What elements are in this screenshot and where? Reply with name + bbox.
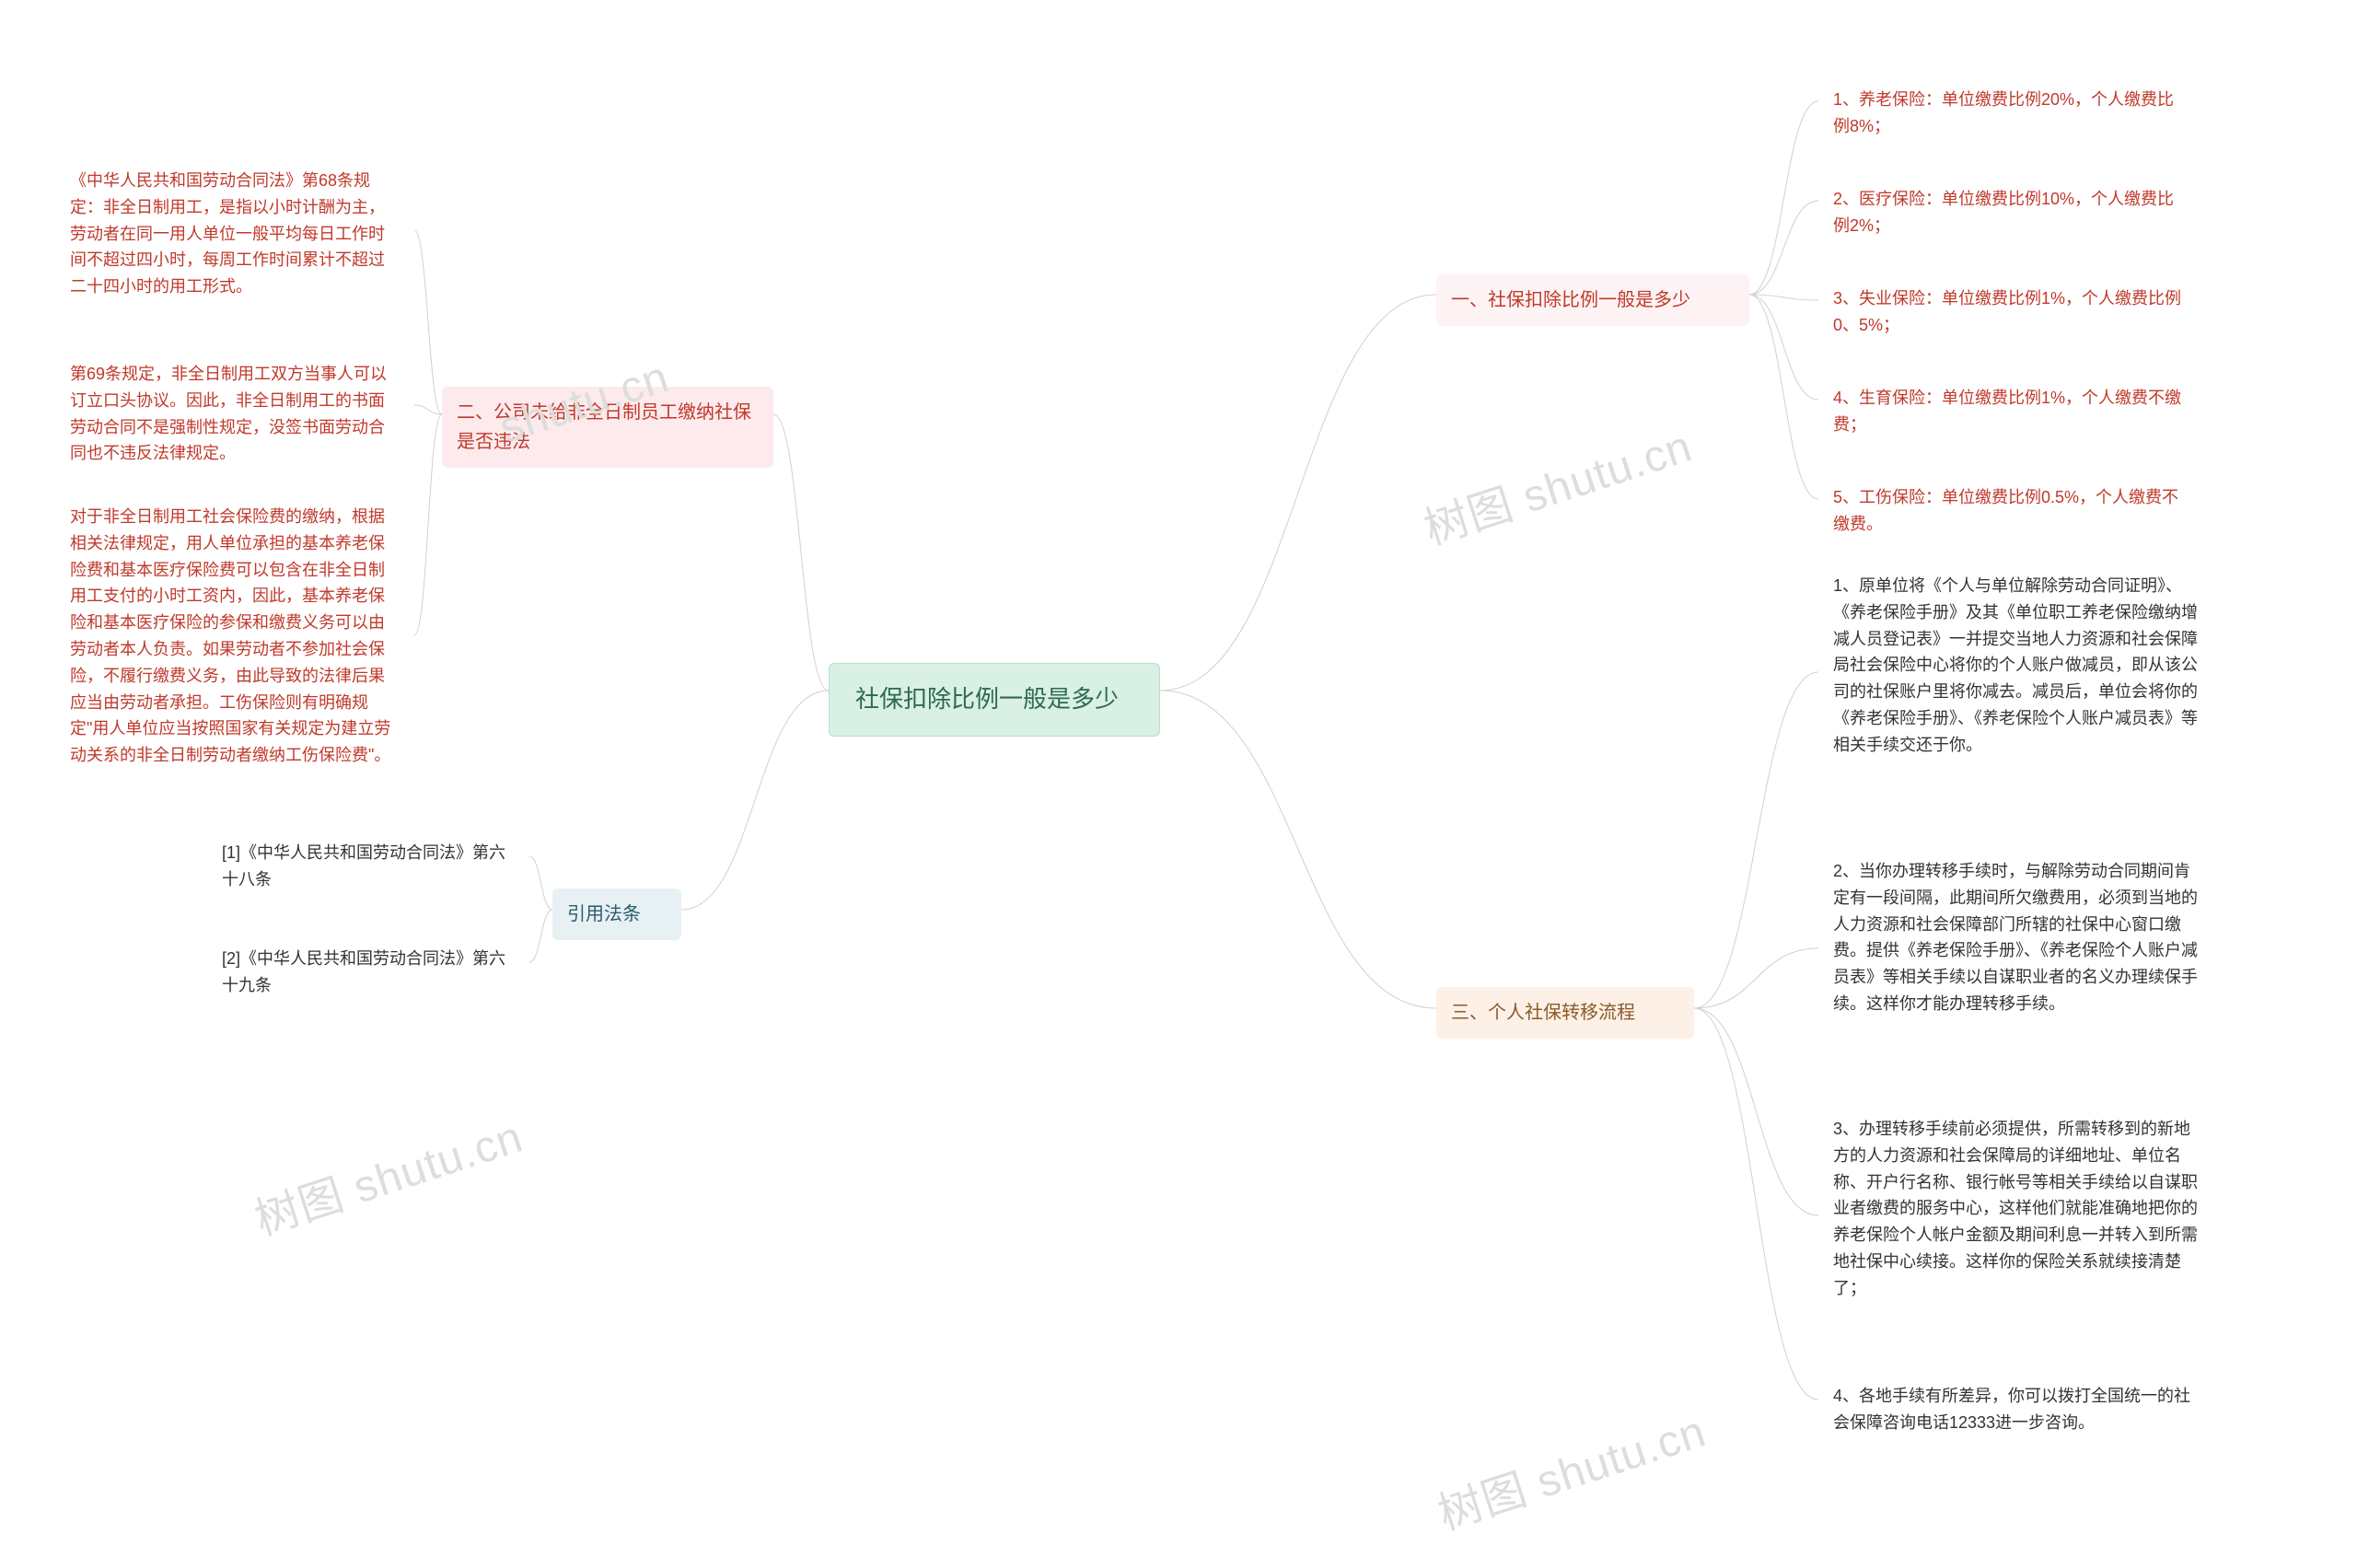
section-1-item: 4、生育保险：单位缴费比例1%，个人缴费不缴费； [1818, 374, 2205, 449]
connector-line [1694, 1008, 1818, 1400]
section-2-item: 《中华人民共和国劳动合同法》第68条规定：非全日制用工，是指以小时计酬为主，劳动… [55, 157, 414, 311]
connector-line [1749, 101, 1818, 295]
connector-line [773, 414, 829, 691]
connector-line [681, 691, 829, 910]
section-3-item: 2、当你办理转移手续时，与解除劳动合同期间肯定有一段间隔，此期间所欠缴费用，必须… [1818, 847, 2214, 1028]
watermark: 树图 shutu.cn [246, 1100, 530, 1248]
connector-line [1749, 201, 1818, 295]
connector-line [1749, 295, 1818, 300]
connector-line [414, 414, 442, 635]
section-1-node: 一、社保扣除比例一般是多少 [1436, 274, 1749, 326]
section-1-item: 1、养老保险：单位缴费比例20%，个人缴费比例8%； [1818, 75, 2205, 151]
section-4-node: 引用法条 [552, 889, 681, 940]
connector-line [1160, 691, 1436, 1008]
connector-line [1749, 295, 1818, 499]
connector-line [414, 405, 442, 414]
section-2-item: 第69条规定，非全日制用工双方当事人可以订立口头协议。因此，非全日制用工的书面劳… [55, 350, 414, 478]
watermark: 树图 shutu.cn [1429, 1395, 1713, 1542]
center-node: 社保扣除比例一般是多少 [829, 663, 1160, 737]
connector-line [1694, 672, 1818, 1008]
section-4-item: [2]《中华人民共和国劳动合同法》第六十九条 [207, 935, 529, 1010]
section-1-item: 5、工伤保险：单位缴费比例0.5%，个人缴费不缴费。 [1818, 473, 2205, 549]
section-3-item: 1、原单位将《个人与单位解除劳动合同证明》、《养老保险手册》及其《单位职工养老保… [1818, 562, 2214, 770]
connector-line [414, 230, 442, 414]
section-2-item: 对于非全日制用工社会保险费的缴纳，根据相关法律规定，用人单位承担的基本养老保险费… [55, 493, 414, 780]
connector-line [1160, 295, 1436, 691]
section-2-node: 二、公司未给非全日制员工缴纳社保是否违法 [442, 387, 773, 468]
connector-line [1694, 948, 1818, 1008]
section-3-item: 4、各地手续有所差异，你可以拨打全国统一的社会保障咨询电话12333进一步咨询。 [1818, 1372, 2214, 1447]
section-3-node: 三、个人社保转移流程 [1436, 987, 1694, 1039]
section-1-item: 2、医疗保险：单位缴费比例10%，个人缴费比例2%； [1818, 175, 2205, 250]
watermark: 树图 shutu.cn [1415, 410, 1700, 557]
connector-line [529, 856, 552, 910]
connector-line [1694, 1008, 1818, 1215]
connector-line [1749, 295, 1818, 400]
section-4-item: [1]《中华人民共和国劳动合同法》第六十八条 [207, 829, 529, 904]
section-3-item: 3、办理转移手续前必须提供，所需转移到的新地方的人力资源和社会保障局的详细地址、… [1818, 1105, 2214, 1313]
section-1-item: 3、失业保险：单位缴费比例1%，个人缴费比例0、5%； [1818, 274, 2205, 350]
connector-line [529, 910, 552, 962]
